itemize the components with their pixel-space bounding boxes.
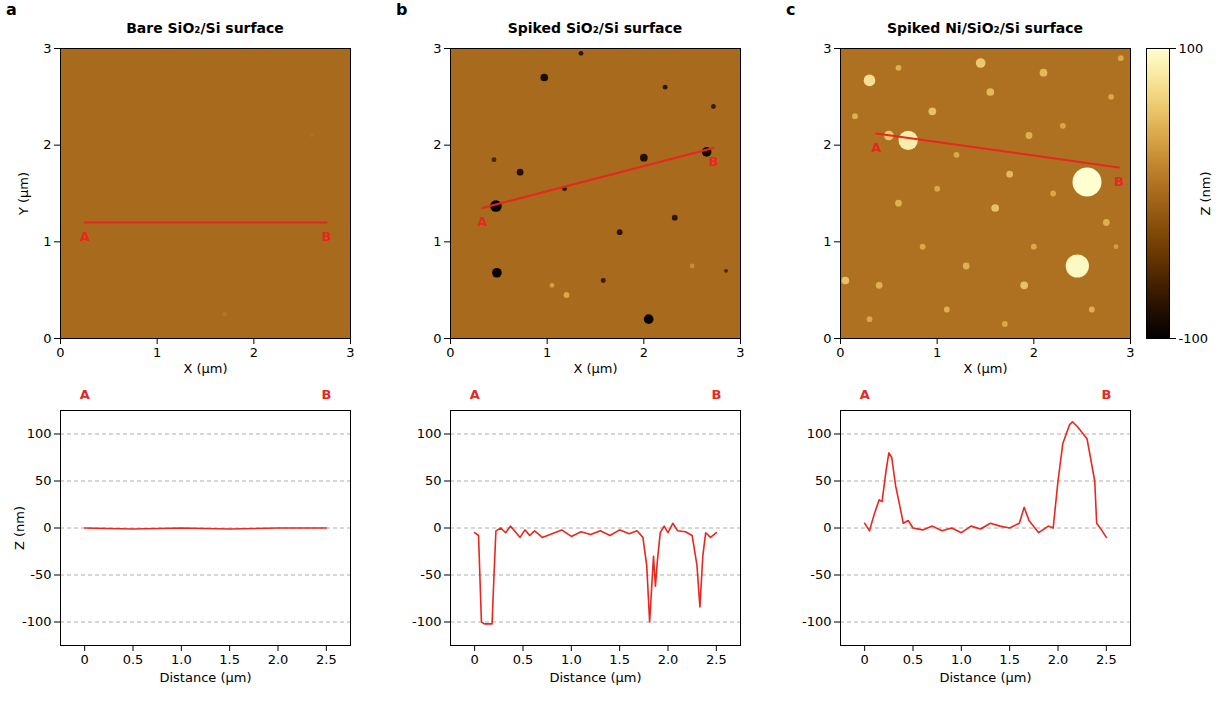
- svg-text:3: 3: [823, 41, 831, 56]
- svg-text:2: 2: [43, 137, 51, 152]
- svg-text:3: 3: [346, 345, 354, 360]
- svg-text:1: 1: [153, 345, 161, 360]
- svg-text:1: 1: [43, 234, 51, 249]
- svg-text:2: 2: [823, 137, 831, 152]
- svg-text:2: 2: [433, 137, 441, 152]
- svg-text:1.5: 1.5: [609, 652, 630, 667]
- svg-text:-100: -100: [802, 614, 832, 629]
- svg-text:1.0: 1.0: [951, 652, 972, 667]
- svg-text:B: B: [1101, 387, 1111, 402]
- svg-text:50: 50: [815, 473, 832, 488]
- svg-text:0: 0: [43, 331, 51, 346]
- svg-text:1.5: 1.5: [999, 652, 1020, 667]
- html-text:b: b: [396, 0, 408, 19]
- svg-text:50: 50: [425, 473, 442, 488]
- svg-text:0: 0: [43, 520, 51, 535]
- svg-text:100: 100: [27, 426, 52, 441]
- svg-text:2: 2: [640, 345, 648, 360]
- svg-text:100: 100: [807, 426, 832, 441]
- svg-text:A: A: [860, 387, 870, 402]
- svg-text:3: 3: [1126, 345, 1134, 360]
- svg-text:-50: -50: [420, 567, 441, 582]
- svg-text:B: B: [708, 154, 718, 169]
- svg-text:A: A: [871, 140, 881, 155]
- svg-text:1: 1: [433, 234, 441, 249]
- html-text:Bare SiO₂/Si surface: Bare SiO₂/Si surface: [126, 20, 284, 36]
- svg-text:50: 50: [35, 473, 52, 488]
- svg-text:Y (μm): Y (μm): [16, 172, 31, 216]
- html-text:Spiked Ni/SiO₂/Si surface: Spiked Ni/SiO₂/Si surface: [886, 20, 1084, 36]
- svg-text:0.5: 0.5: [513, 652, 534, 667]
- svg-text:X (μm): X (μm): [573, 361, 617, 376]
- svg-text:-100: -100: [412, 614, 442, 629]
- svg-text:Distance (μm): Distance (μm): [939, 670, 1031, 685]
- svg-text:2.5: 2.5: [706, 652, 727, 667]
- svg-text:Z (nm): Z (nm): [1198, 171, 1213, 215]
- svg-text:0: 0: [471, 652, 479, 667]
- svg-text:100: 100: [1179, 41, 1204, 56]
- svg-text:-100: -100: [22, 614, 52, 629]
- svg-text:B: B: [321, 387, 331, 402]
- svg-text:A: A: [80, 387, 90, 402]
- svg-text:0.5: 0.5: [123, 652, 144, 667]
- svg-text:B: B: [321, 229, 331, 244]
- svg-text:0.5: 0.5: [903, 652, 924, 667]
- svg-text:Z (nm): Z (nm): [12, 506, 27, 550]
- svg-text:-100: -100: [1179, 331, 1209, 346]
- svg-text:0: 0: [433, 520, 441, 535]
- svg-text:0: 0: [861, 652, 869, 667]
- svg-text:2.0: 2.0: [658, 652, 679, 667]
- svg-text:A: A: [470, 387, 480, 402]
- svg-text:2.5: 2.5: [1096, 652, 1117, 667]
- svg-text:A: A: [477, 214, 487, 229]
- svg-text:0: 0: [433, 331, 441, 346]
- svg-text:1.0: 1.0: [171, 652, 192, 667]
- svg-text:2.5: 2.5: [316, 652, 337, 667]
- svg-text:1.5: 1.5: [219, 652, 240, 667]
- svg-text:B: B: [711, 387, 721, 402]
- svg-text:100: 100: [417, 426, 442, 441]
- svg-text:0: 0: [823, 520, 831, 535]
- svg-text:Distance (μm): Distance (μm): [549, 670, 641, 685]
- svg-text:-50: -50: [810, 567, 831, 582]
- svg-text:2.0: 2.0: [1048, 652, 1069, 667]
- html-text:Spiked SiO₂/Si surface: Spiked SiO₂/Si surface: [507, 20, 683, 36]
- svg-text:Distance (μm): Distance (μm): [159, 670, 251, 685]
- svg-text:2: 2: [1030, 345, 1038, 360]
- svg-text:3: 3: [433, 41, 441, 56]
- svg-text:1: 1: [933, 345, 941, 360]
- html-text:c: c: [786, 0, 796, 19]
- svg-text:0: 0: [446, 345, 454, 360]
- svg-text:1: 1: [823, 234, 831, 249]
- svg-text:2: 2: [250, 345, 258, 360]
- svg-text:1.0: 1.0: [561, 652, 582, 667]
- html-text:a: a: [6, 0, 17, 19]
- svg-text:-50: -50: [30, 567, 51, 582]
- svg-text:3: 3: [736, 345, 744, 360]
- svg-text:B: B: [1114, 174, 1124, 189]
- svg-text:2.0: 2.0: [268, 652, 289, 667]
- svg-text:X (μm): X (μm): [183, 361, 227, 376]
- svg-text:A: A: [80, 229, 90, 244]
- svg-text:0: 0: [836, 345, 844, 360]
- svg-text:0: 0: [81, 652, 89, 667]
- svg-text:0: 0: [56, 345, 64, 360]
- svg-text:3: 3: [43, 41, 51, 56]
- svg-text:X (μm): X (μm): [963, 361, 1007, 376]
- svg-text:0: 0: [823, 331, 831, 346]
- svg-text:1: 1: [543, 345, 551, 360]
